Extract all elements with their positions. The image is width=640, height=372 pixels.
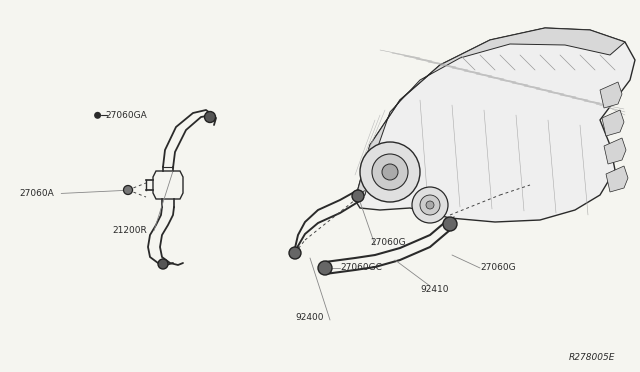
Circle shape [382, 164, 398, 180]
Text: 27060A: 27060A [19, 189, 54, 198]
Circle shape [94, 112, 101, 119]
Circle shape [205, 112, 216, 122]
Text: 27060G: 27060G [370, 237, 406, 247]
Circle shape [289, 247, 301, 259]
Circle shape [412, 187, 448, 223]
Text: 27060G: 27060G [480, 263, 516, 273]
Circle shape [158, 259, 168, 269]
Circle shape [124, 186, 132, 195]
Circle shape [352, 190, 364, 202]
Circle shape [372, 154, 408, 190]
Circle shape [420, 195, 440, 215]
Text: 21200R: 21200R [112, 226, 147, 235]
Polygon shape [604, 138, 626, 164]
Text: 92400: 92400 [295, 314, 323, 323]
Polygon shape [355, 28, 635, 222]
Polygon shape [602, 110, 624, 136]
Polygon shape [355, 28, 625, 200]
Text: 27060GA: 27060GA [106, 111, 147, 120]
Polygon shape [606, 166, 628, 192]
Polygon shape [600, 82, 622, 108]
Text: 27060GC: 27060GC [340, 263, 382, 273]
Text: 92410: 92410 [420, 285, 449, 295]
Text: R278005E: R278005E [568, 353, 615, 362]
Circle shape [360, 142, 420, 202]
Circle shape [443, 217, 457, 231]
Circle shape [318, 261, 332, 275]
Circle shape [426, 201, 434, 209]
